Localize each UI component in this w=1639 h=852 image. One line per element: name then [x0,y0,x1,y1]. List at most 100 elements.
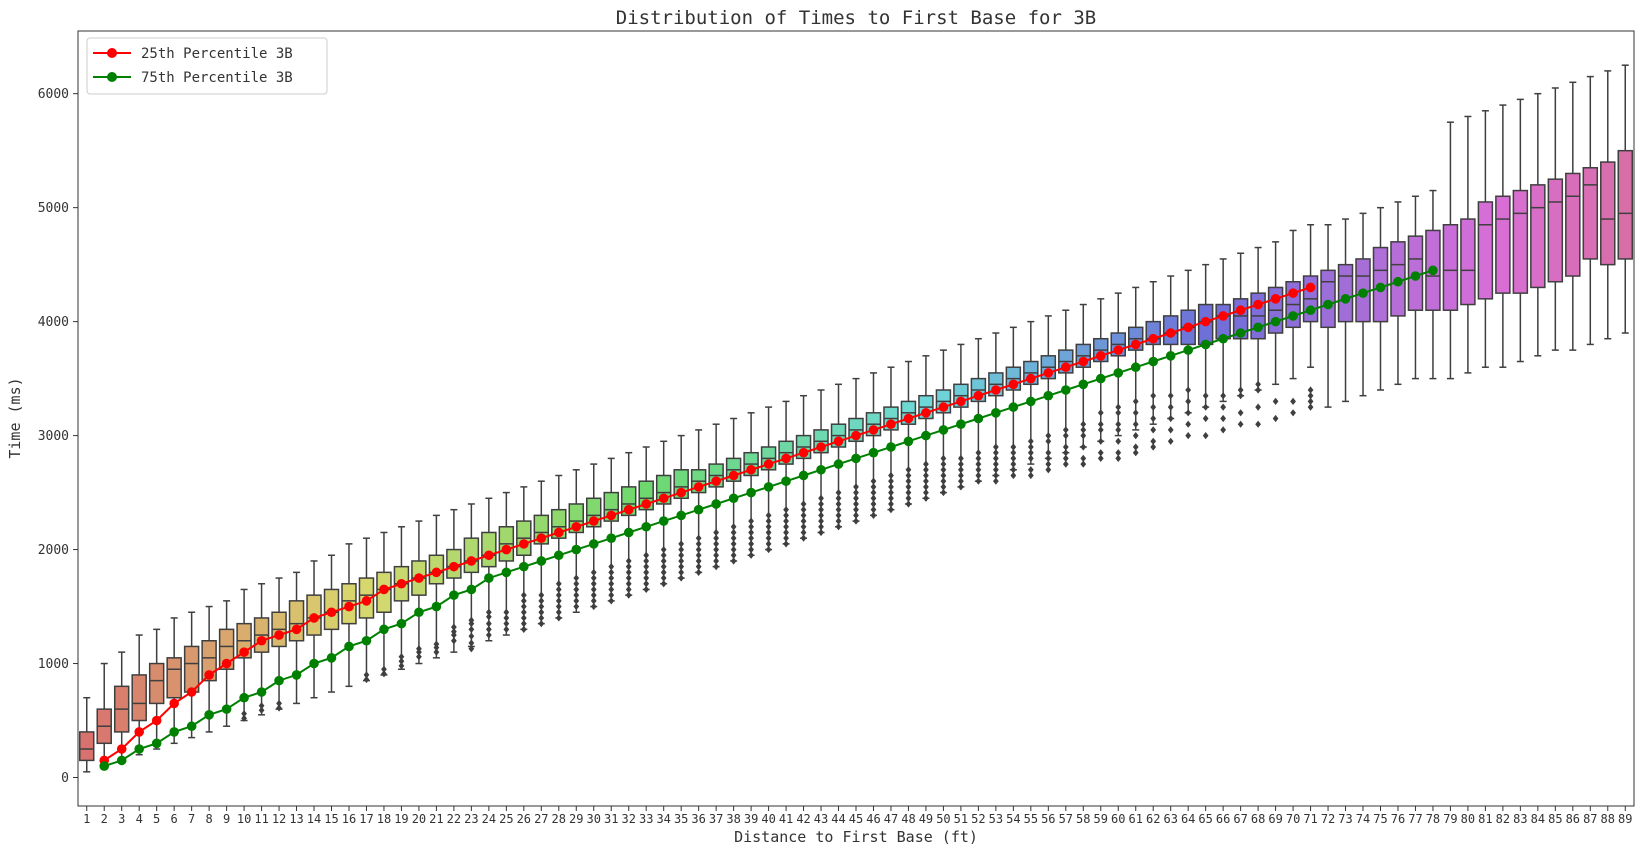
outlier-48 [905,471,912,480]
outlier-37 [713,545,720,554]
series-point-1-25 [501,567,512,578]
outlier-34 [660,580,667,588]
x-tick-label-45: 45 [849,812,863,826]
x-tick-label-13: 13 [289,812,303,826]
x-tick-label-30: 30 [587,812,601,826]
outlier-36 [695,568,702,576]
outlier-53 [992,471,999,480]
outlier-19 [398,662,405,670]
series-point-0-26 [519,539,529,549]
series-point-0-51 [956,396,966,407]
outlier-41 [783,517,789,525]
series-point-1-57 [1060,385,1071,395]
series-point-1-33 [641,521,652,532]
box-body-82 [1495,195,1511,294]
x-tick-label-71: 71 [1303,812,1317,826]
series-point-0-62 [1148,333,1159,344]
box-body-8 [201,639,217,682]
outlier-46 [870,500,877,508]
box-7 [183,611,200,739]
x-tick-label-61: 61 [1129,812,1143,826]
outlier-28 [555,608,562,616]
x-tick-label-22: 22 [447,812,461,826]
outlier-62 [1150,437,1157,445]
outlier-17 [363,675,370,684]
series-point-0-16 [344,601,354,612]
outlier-50 [940,466,947,474]
box-body-73 [1337,263,1354,323]
series-75th [99,265,1438,771]
outlier-52 [975,460,982,468]
outlier-45 [853,511,859,519]
series-point-1-62 [1148,356,1159,367]
outlier-30 [590,597,597,605]
outlier-69 [1272,414,1279,423]
series-point-0-36 [693,482,704,492]
x-tick-label-60: 60 [1111,812,1125,826]
outlier-43 [818,494,824,502]
series-point-1-53 [991,408,1001,418]
box-body-72 [1320,269,1336,329]
y-tick-label-6000: 6000 [38,87,69,102]
outlier-39 [748,534,754,542]
x-tick-label-5: 5 [153,812,160,826]
outlier-24 [485,631,492,639]
outlier-37 [713,528,720,537]
series-point-0-29 [571,521,582,532]
series-point-1-48 [903,436,914,447]
outlier-33 [643,574,650,582]
series-point-1-56 [1043,390,1054,401]
outlier-51 [958,471,964,480]
box-body-5 [148,662,165,705]
outlier-44 [835,506,842,514]
outlier-35 [678,540,685,548]
outlier-26 [520,625,527,633]
outlier-59 [1097,449,1104,457]
outlier-60 [1115,437,1122,445]
outlier-39 [748,523,754,531]
outlier-17 [363,671,370,679]
outlier-59 [1097,426,1104,434]
series-point-0-6 [169,698,179,709]
series-point-1-28 [553,550,564,561]
outlier-35 [678,551,685,559]
outlier-49 [923,460,929,468]
series-point-0-7 [186,687,197,697]
series-point-1-49 [921,430,931,441]
series-point-1-38 [728,493,739,504]
x-tick-label-44: 44 [831,812,845,826]
outlier-57 [1062,431,1069,440]
outlier-52 [975,466,982,474]
outlier-52 [975,454,982,462]
outlier-40 [765,540,772,548]
outlier-35 [678,557,685,565]
x-tick-label-8: 8 [206,812,213,826]
outlier-64 [1185,420,1192,428]
outlier-68 [1255,403,1261,411]
outlier-18 [381,665,387,673]
x-tick-label-78: 78 [1426,812,1440,826]
outlier-58 [1080,431,1087,440]
x-tick-label-76: 76 [1391,812,1405,826]
series-point-1-50 [938,425,949,435]
outlier-64 [1185,431,1192,440]
series-point-0-59 [1095,351,1106,361]
outlier-46 [870,483,877,491]
outlier-63 [1167,414,1174,423]
outlier-60 [1115,403,1122,411]
series-point-0-58 [1078,356,1089,367]
outlier-53 [992,477,999,485]
box-body-4 [131,674,147,722]
outlier-49 [923,483,929,491]
outlier-47 [888,483,894,491]
series-point-0-5 [151,715,162,726]
outlier-63 [1167,403,1174,411]
series-point-0-9 [221,658,232,669]
x-tick-label-69: 69 [1268,812,1282,826]
x-tick-label-67: 67 [1233,812,1247,826]
x-tick-label-25: 25 [499,812,513,826]
x-tick-label-83: 83 [1513,812,1527,826]
x-tick-label-73: 73 [1338,812,1352,826]
x-tick-label-17: 17 [359,812,373,826]
outlier-38 [730,545,737,554]
